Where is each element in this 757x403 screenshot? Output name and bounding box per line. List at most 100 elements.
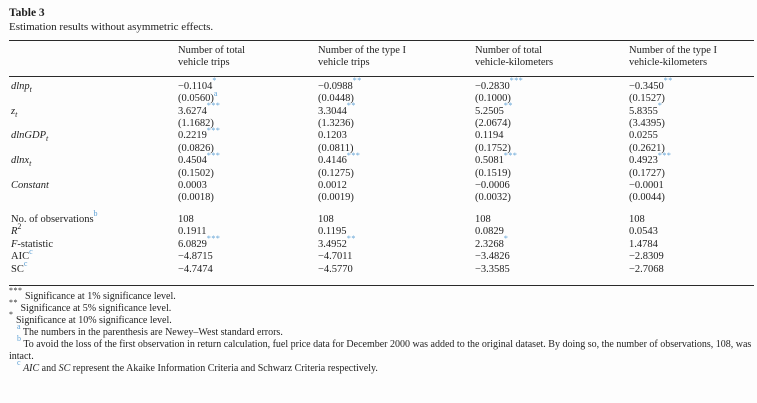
stat-value: 0.0829 (475, 226, 504, 238)
coef-cell: 5.2505** (2.0674) (475, 101, 629, 131)
standard-error: (0.1000) (475, 93, 511, 105)
standard-error: (0.0018) (178, 192, 214, 204)
stat-value: 3.4952** (318, 234, 356, 250)
standard-error: (0.0019) (318, 192, 354, 204)
standard-error: (0.0448) (318, 93, 354, 105)
stat-value: −3.4826 (475, 251, 510, 263)
coefficient-value: 0.4504*** (178, 150, 221, 167)
coef-cell: 0.4923*** (0.1727) (629, 150, 754, 180)
coef-cell: −0.3450** (0.1527) (629, 76, 754, 106)
standard-error: (0.1519) (475, 167, 511, 179)
stat-value: 0.0543 (629, 226, 658, 238)
coef-cell: −0.1104* (0.0560)a (178, 76, 318, 106)
stat-value: −2.8309 (629, 251, 664, 263)
standard-error: (1.1682) (178, 118, 214, 130)
row-label: R2 (11, 221, 22, 238)
standard-error: (0.0811) (318, 142, 354, 154)
stat-value: 108 (178, 213, 194, 225)
row-label: F-statistic (11, 238, 53, 250)
coef-cell: −0.0988** (0.0448) (318, 76, 475, 106)
stat-value: 1.4784 (629, 238, 658, 250)
coefficient-value: −0.0988** (318, 76, 362, 92)
row-label: Constant (11, 180, 49, 192)
table-header-row: Number of total vehicle trips Number of t… (9, 40, 754, 77)
table-caption-block: Table 3 Estimation results without asymm… (9, 7, 748, 34)
stat-value: −4.5770 (318, 263, 353, 275)
table-footnotes: *** Significance at 1% significance leve… (9, 285, 757, 375)
row-label: dlnxt (11, 155, 32, 169)
coef-cell: 0.2219*** (0.0826) (178, 125, 318, 155)
coefficient-value: 0.1194 (475, 130, 504, 142)
row-label: zt (11, 105, 18, 119)
coefficient-value: 3.3044** (318, 101, 356, 117)
stat-value: 108 (475, 213, 491, 225)
coefficient-value: 0.2219*** (178, 125, 221, 142)
column-header: Number of total vehicle trips (178, 45, 246, 69)
coef-cell: 0.1194 (0.1752) (475, 130, 629, 155)
coefficient-value: 5.2505** (475, 101, 513, 117)
footnote-significance-5pct: ** Significance at 5% significance level… (9, 297, 172, 314)
standard-error: (0.0032) (475, 192, 511, 204)
row-label: dlnpt (11, 80, 32, 94)
standard-error: (0.1527) (629, 93, 665, 105)
table-label: Table 3 (9, 7, 45, 19)
stat-value: −4.7011 (318, 251, 353, 263)
footnote-c: c AIC and SC represent the Akaike Inform… (17, 357, 378, 374)
coefficient-value: −0.0001 (629, 180, 664, 192)
coef-cell: −0.2830*** (0.1000) (475, 76, 629, 106)
row-label: No. of observationsb (11, 209, 99, 225)
coefficient-value: −0.2830*** (475, 76, 524, 92)
standard-error: (0.1752) (475, 142, 511, 154)
standard-error: (0.0560)a (178, 88, 218, 105)
coef-cell: 3.3044** (1.3236) (318, 101, 475, 131)
stat-value: −4.8715 (178, 251, 213, 263)
stat-value: −2.7068 (629, 263, 664, 275)
stat-value: −4.7474 (178, 263, 213, 275)
footnote-a: a The numbers in the parenthesis are New… (17, 321, 283, 338)
coefficient-value: 0.1203 (318, 130, 347, 142)
coefficient-value: 5.8355* (629, 101, 663, 117)
footnote-significance-1pct: *** Significance at 1% significance leve… (9, 285, 176, 302)
table-body: dlnpt −0.1104* (0.0560)a −0.0988** (0.0448… (9, 77, 754, 286)
coef-cell: 0.5081*** (0.1519) (475, 150, 629, 180)
standard-error: (3.4395) (629, 118, 665, 130)
standard-error: (0.2621) (629, 142, 665, 154)
row-label-header (9, 45, 178, 70)
coef-cell: −0.0006 (0.0032) (475, 180, 629, 205)
coefficient-value: 3.6274*** (178, 101, 221, 117)
coef-cell: 0.0255 (0.2621) (629, 130, 754, 155)
standard-error: (0.1727) (629, 167, 665, 179)
standard-error: (0.1275) (318, 167, 354, 179)
coef-cell: 0.4146*** (0.1275) (318, 150, 475, 180)
coef-cell: 0.0012 (0.0019) (318, 180, 475, 205)
standard-error: (2.0674) (475, 118, 511, 130)
stat-value: 0.1911 (178, 226, 207, 238)
coefficient-value: 0.4923*** (629, 150, 672, 167)
coef-cell: 5.8355* (3.4395) (629, 101, 754, 131)
coefficient-value: 0.0003 (178, 180, 207, 192)
stat-value: 108 (629, 213, 645, 225)
coefficient-value: 0.4146*** (318, 150, 361, 167)
stat-value: 0.1195 (318, 226, 347, 238)
standard-error: (1.3236) (318, 118, 354, 130)
standard-error: (0.0826) (178, 142, 214, 154)
coef-cell: 0.1203 (0.0811) (318, 130, 475, 155)
coef-cell: 3.6274*** (1.1682) (178, 101, 318, 131)
stat-value: 108 (318, 213, 334, 225)
stat-value: 6.0829*** (178, 234, 221, 250)
footnote-significance-10pct: * Significance at 10% significance level… (9, 309, 172, 326)
stat-value: −3.3585 (475, 263, 510, 275)
column-header: Number of total vehicle-kilometers (475, 45, 554, 69)
coefficient-value: 0.0255 (629, 130, 658, 142)
coefficient-value: −0.1104* (178, 76, 217, 92)
estimation-table: Number of total vehicle trips Number of t… (9, 40, 754, 286)
coefficient-value: 0.5081*** (475, 150, 518, 167)
coef-cell: −0.0001 (0.0044) (629, 180, 754, 205)
coefficient-value: 0.0012 (318, 180, 347, 192)
row-label: SCc (11, 259, 28, 275)
coef-cell: 0.0003 (0.0018) (178, 180, 318, 205)
coefficient-value: −0.3450** (629, 76, 673, 92)
stat-value: 2.3268* (475, 234, 509, 250)
row-label: dlnGDPt (11, 130, 49, 144)
